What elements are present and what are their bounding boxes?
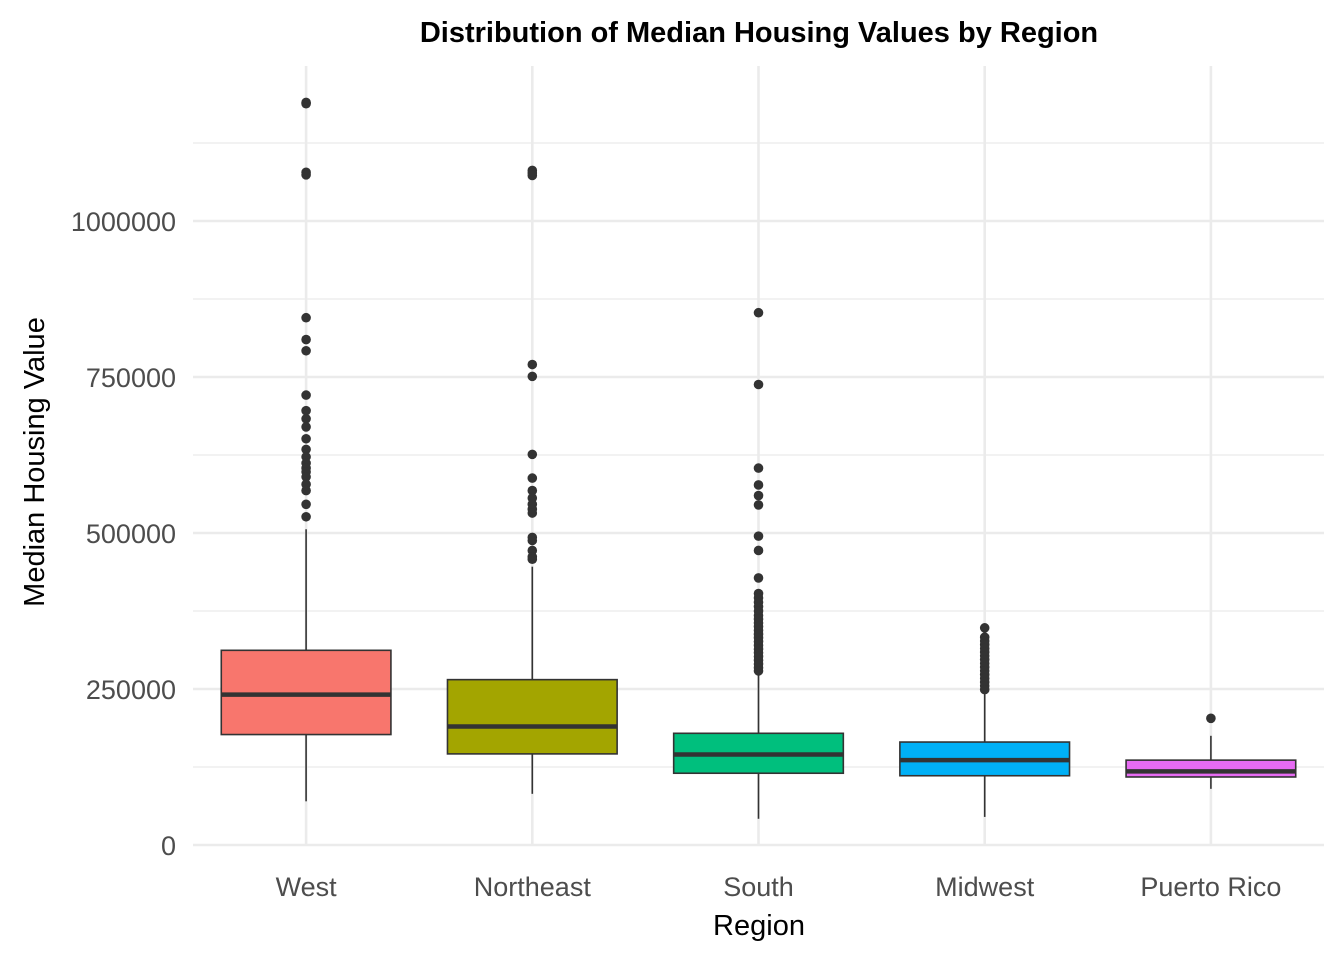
outlier-point	[527, 554, 538, 565]
outlier-point	[1206, 713, 1216, 724]
outlier-point	[527, 485, 538, 496]
outlier-point	[527, 170, 538, 181]
x-axis-title: Region	[713, 910, 805, 942]
outlier-point	[301, 334, 311, 345]
outlier-point	[753, 480, 764, 490]
x-tick-label: Puerto Rico	[1140, 872, 1281, 902]
x-tick-label: Northeast	[474, 872, 592, 902]
box-iqr	[446, 678, 618, 755]
outlier-point	[753, 379, 764, 390]
outlier-point	[301, 170, 311, 180]
outlier-point	[527, 535, 538, 546]
outlier-point	[753, 463, 764, 473]
outlier-point	[527, 508, 538, 518]
outlier-point	[979, 623, 990, 633]
box-group	[220, 97, 392, 802]
y-tick-label: 1000000	[71, 207, 176, 237]
outlier-point	[753, 490, 764, 501]
box-group	[1125, 713, 1297, 789]
boxes	[220, 97, 1297, 819]
box-group	[672, 307, 845, 819]
outlier-point	[301, 345, 311, 356]
x-axis-ticks: West Northeast South Midwest Puerto Rico	[276, 872, 1282, 902]
outlier-point	[301, 414, 311, 424]
outlier-point	[301, 444, 311, 455]
x-tick-label: Midwest	[935, 872, 1035, 902]
outlier-point	[527, 359, 538, 370]
outlier-point	[527, 449, 538, 460]
y-tick-label: 250000	[86, 675, 176, 705]
outlier-point	[753, 500, 764, 510]
y-tick-label: 500000	[86, 519, 176, 549]
outlier-point	[753, 545, 764, 556]
y-tick-label: 750000	[86, 363, 176, 393]
outlier-point	[527, 473, 538, 483]
y-axis-ticks: 0 250000 500000 750000 1000000	[71, 207, 176, 861]
box-group	[899, 623, 1071, 817]
outlier-point	[301, 405, 311, 416]
chart-title: Distribution of Median Housing Values by…	[420, 17, 1098, 49]
box-iqr	[1125, 759, 1297, 778]
outlier-point	[301, 472, 311, 482]
outlier-point	[527, 371, 538, 382]
box-group	[446, 165, 618, 794]
outlier-point	[301, 433, 311, 444]
outlier-point	[301, 390, 311, 400]
outlier-point	[979, 684, 990, 695]
outlier-point	[753, 573, 764, 583]
outlier-point	[301, 422, 311, 432]
outlier-point	[301, 98, 311, 109]
outlier-point	[301, 485, 311, 496]
x-tick-label: West	[276, 872, 338, 902]
x-tick-label: South	[723, 872, 794, 902]
outlier-point	[753, 666, 764, 676]
y-tick-label: 0	[161, 831, 176, 861]
y-axis-title: Median Housing Value	[19, 317, 51, 607]
outlier-point	[301, 499, 311, 510]
outlier-point	[753, 531, 764, 541]
outlier-point	[301, 312, 311, 323]
outlier-point	[753, 307, 764, 318]
outlier-point	[301, 511, 311, 522]
